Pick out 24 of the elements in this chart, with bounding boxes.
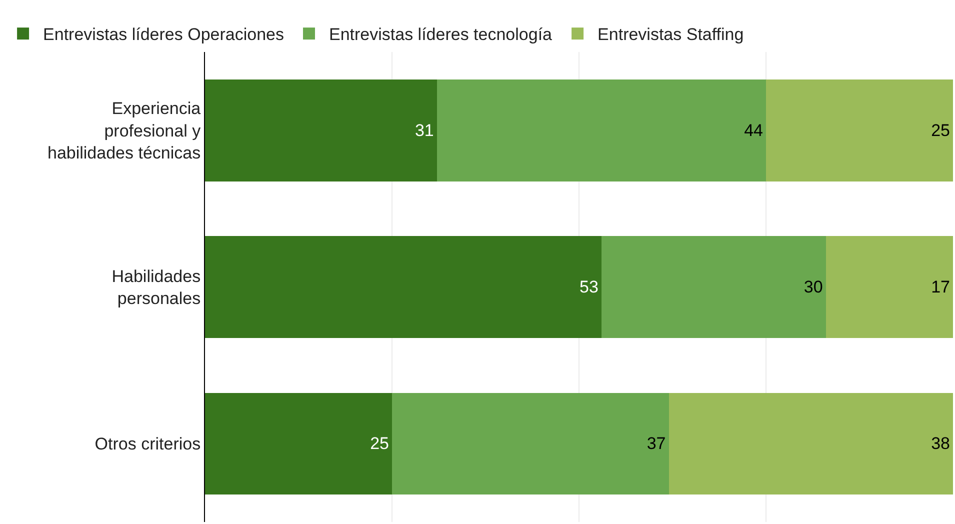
bar xyxy=(826,236,953,338)
data-label: 25 xyxy=(931,120,950,140)
data-label: 44 xyxy=(744,120,763,140)
data-label: 53 xyxy=(580,278,598,296)
data-label: 38 xyxy=(931,434,950,454)
legend-label: Entrevistas Staffing xyxy=(598,25,744,44)
bar xyxy=(205,236,602,338)
bar xyxy=(766,79,953,182)
bar xyxy=(436,79,766,182)
bar xyxy=(205,79,437,182)
y-tick-label: Habilidades personales xyxy=(112,266,201,308)
bar xyxy=(205,392,392,495)
data-label: 25 xyxy=(370,434,389,454)
bar xyxy=(392,392,669,495)
data-label: 30 xyxy=(804,278,823,296)
data-label: 17 xyxy=(931,278,950,296)
data-label: 37 xyxy=(646,434,666,454)
legend-label: Entrevistas líderes tecnología xyxy=(328,25,553,44)
legend-label: Entrevistas líderes Operaciones xyxy=(43,25,284,44)
bar xyxy=(668,392,953,495)
data-label: 31 xyxy=(414,120,434,140)
bar xyxy=(601,236,826,338)
y-tick-label: Otros criterios xyxy=(94,434,201,454)
y-tick-label: Experiencia profesional y habilidades técnicas xyxy=(47,99,202,162)
